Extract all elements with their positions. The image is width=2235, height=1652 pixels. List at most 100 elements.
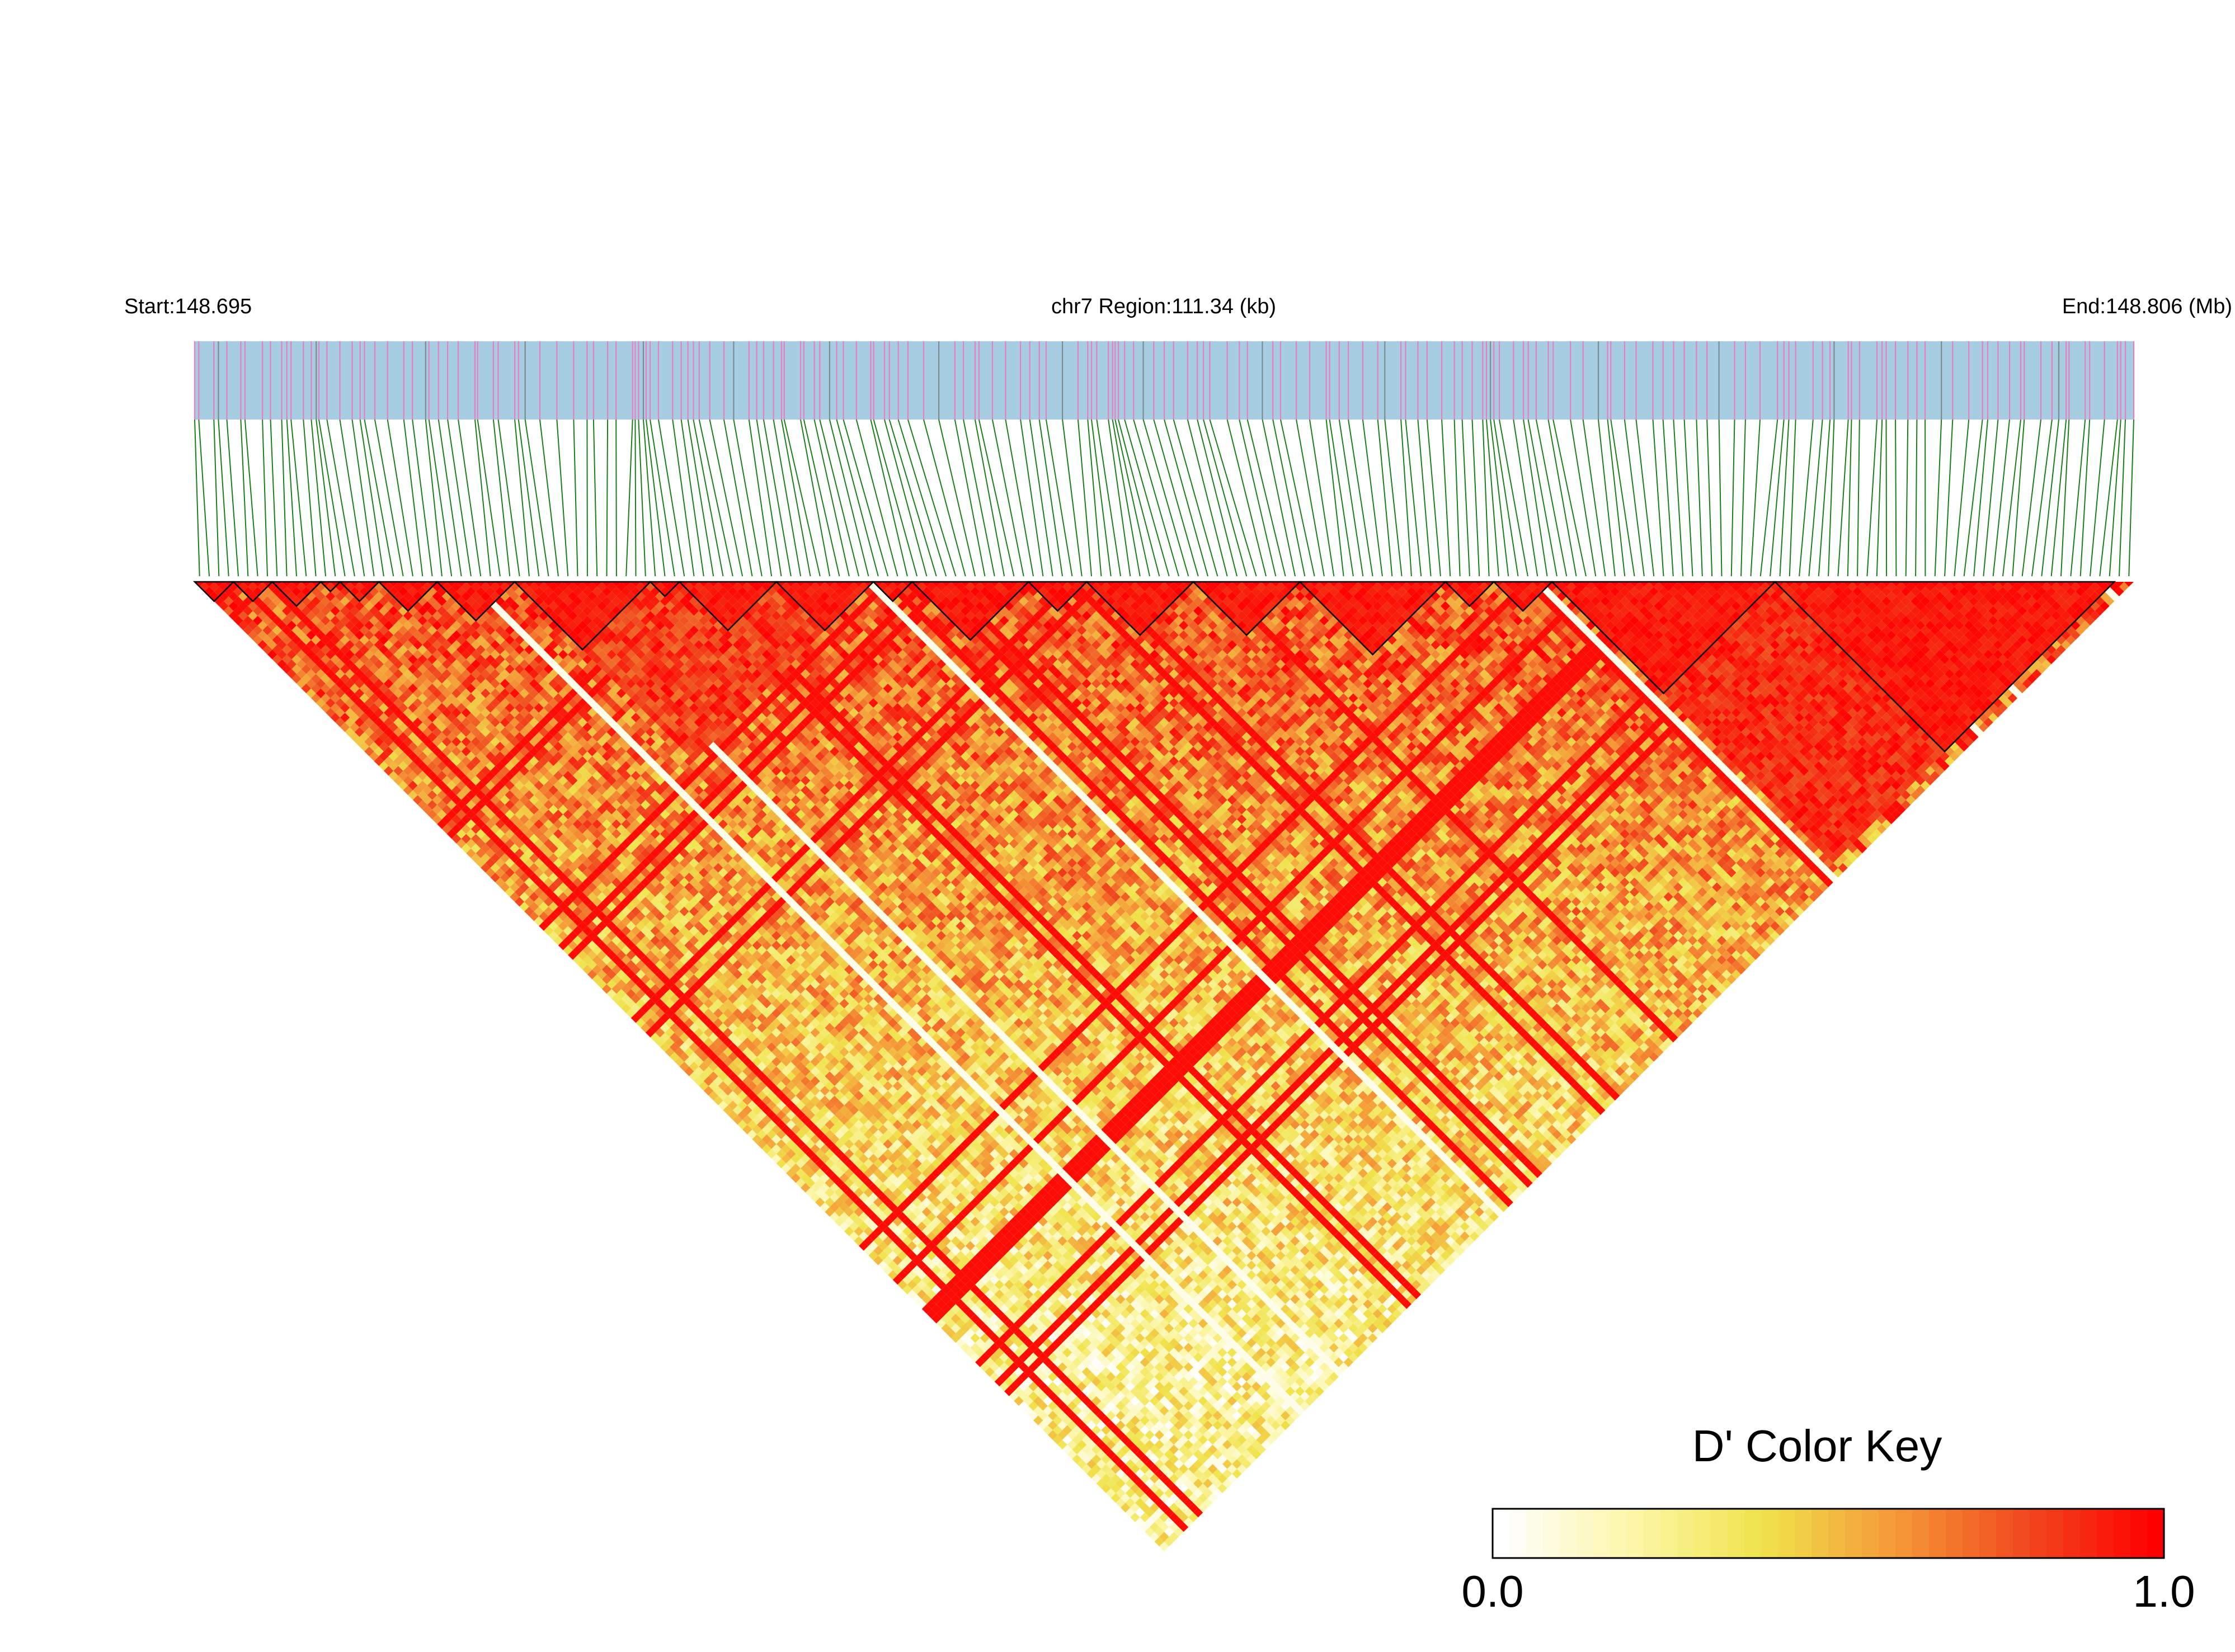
ld-cell xyxy=(582,955,592,965)
ld-cell xyxy=(650,1032,660,1043)
ld-cell xyxy=(1135,1517,1145,1527)
ld-cell xyxy=(1067,1430,1077,1440)
ld-cell xyxy=(282,644,292,655)
ld-cell xyxy=(209,582,219,592)
snp-connector xyxy=(1348,419,1373,577)
ld-cell xyxy=(670,1052,680,1062)
ld-cell xyxy=(1033,1406,1043,1416)
ld-cell xyxy=(796,1178,806,1188)
ld-cell xyxy=(563,945,573,956)
ld-cell xyxy=(228,611,238,621)
snp-connector xyxy=(1203,419,1248,577)
ld-cell xyxy=(1101,1474,1111,1484)
ld-cell xyxy=(267,649,277,660)
ld-cell xyxy=(1121,1503,1131,1513)
ld-cell xyxy=(282,664,292,674)
ld-cell xyxy=(820,1192,830,1203)
ld-cell xyxy=(665,1028,675,1038)
ld-cell xyxy=(752,1115,762,1125)
snp-connector xyxy=(888,419,937,577)
snp-connector xyxy=(1164,419,1208,577)
ld-cell xyxy=(616,979,627,989)
ld-cell xyxy=(441,824,452,834)
ld-cell xyxy=(965,1328,976,1338)
snp-connector xyxy=(374,419,404,577)
ld-cell xyxy=(951,1333,961,1343)
ld-cell xyxy=(572,935,583,945)
ld-cell xyxy=(1106,1479,1116,1489)
ld-cell xyxy=(1009,1372,1019,1382)
snp-connector xyxy=(1973,419,1988,577)
snp-connector xyxy=(1153,419,1199,577)
snp-connector xyxy=(843,419,889,577)
snp-connector xyxy=(813,419,850,577)
ld-cell xyxy=(825,1197,835,1207)
ld-cell xyxy=(364,737,374,747)
ld-cell xyxy=(1028,1391,1038,1401)
ld-cell xyxy=(975,1357,985,1367)
snp-connector xyxy=(1038,419,1063,577)
ld-cell xyxy=(335,708,345,718)
snp-connector xyxy=(1239,419,1277,577)
ld-cell xyxy=(650,1023,660,1033)
ld-cell xyxy=(1077,1449,1087,1460)
snp-connector xyxy=(1329,419,1354,577)
ld-cell xyxy=(1150,1532,1160,1542)
ld-cell xyxy=(636,1008,646,1018)
ld-cell xyxy=(742,1124,752,1135)
ld-cell xyxy=(398,761,408,771)
ld-cell xyxy=(364,746,374,756)
ld-cell xyxy=(1057,1439,1067,1449)
ld-cell xyxy=(403,775,413,785)
snp-connector xyxy=(773,419,802,577)
snp-connector xyxy=(477,419,501,577)
ld-cell xyxy=(926,1309,937,1319)
ld-cell xyxy=(388,751,398,761)
ld-cell xyxy=(461,824,471,834)
ld-cell xyxy=(694,1057,704,1067)
ld-cell xyxy=(616,989,627,999)
ld-cell xyxy=(694,1076,704,1086)
ld-cell xyxy=(796,1168,806,1178)
ld-cell xyxy=(907,1270,917,1280)
snp-connector xyxy=(1108,419,1131,577)
ld-cell xyxy=(548,921,558,931)
ld-cell xyxy=(461,843,471,854)
ld-cell xyxy=(834,1197,845,1207)
snp-connector xyxy=(1876,419,1883,577)
ld-cell xyxy=(801,1173,811,1183)
ld-cell xyxy=(577,959,587,970)
snp-connector xyxy=(1471,419,1480,577)
ld-cell xyxy=(204,586,214,596)
ld-cell xyxy=(388,770,398,781)
ld-cell xyxy=(1130,1512,1140,1522)
snp-connector xyxy=(723,419,753,577)
ld-cell xyxy=(732,1115,743,1125)
ld-cell xyxy=(1081,1454,1091,1464)
ld-cell xyxy=(505,868,515,878)
ld-cell xyxy=(641,1003,651,1014)
snp-connector xyxy=(592,419,598,577)
ld-cell xyxy=(412,775,423,785)
snp-connector xyxy=(680,419,704,577)
snp-connector xyxy=(658,419,685,577)
snp-connector xyxy=(1683,419,1693,577)
ld-cell xyxy=(330,693,340,703)
ld-cell xyxy=(257,640,267,650)
snp-connector xyxy=(1197,419,1238,577)
ld-cell xyxy=(572,945,583,956)
ld-cell xyxy=(708,1090,718,1101)
ld-cell xyxy=(330,713,340,723)
snp-connector xyxy=(387,419,413,577)
snp-connector xyxy=(1499,419,1528,577)
ld-cell xyxy=(931,1314,942,1324)
ld-cell xyxy=(975,1348,985,1358)
ld-cell xyxy=(921,1294,932,1305)
ld-cell xyxy=(490,863,500,873)
snp-connector xyxy=(1895,419,1897,577)
ld-cell xyxy=(703,1086,714,1096)
ld-cell xyxy=(286,659,297,669)
ld-cell xyxy=(771,1134,782,1145)
ld-cell xyxy=(606,979,617,989)
ld-cell xyxy=(849,1231,859,1241)
